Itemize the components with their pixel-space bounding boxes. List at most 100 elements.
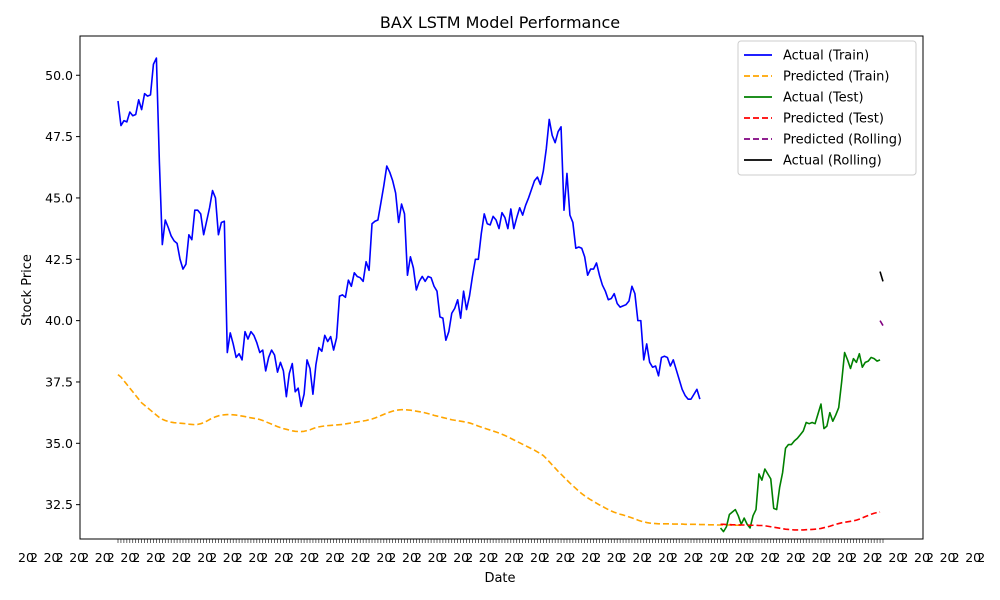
x-tick-label-strip: 20 20 20 20 20 20 20 20 20 20 20 20 20 20 20 20 20 20 20 20…	[18, 550, 985, 565]
y-tick-label: 32.5	[45, 497, 73, 512]
x-tick-label: 2	[824, 550, 832, 565]
y-tick-label: 40.0	[45, 313, 73, 328]
x-tick-label: 2	[158, 550, 166, 565]
series-layer	[117, 57, 884, 533]
x-tick-label: 2	[772, 550, 780, 565]
x-tick-label: 20	[812, 550, 828, 565]
x-tick-label: 2	[926, 550, 934, 565]
x-tick-label: 20	[428, 550, 444, 565]
x-tick-label: 20	[69, 550, 85, 565]
x-tick-label: 20	[581, 550, 597, 565]
y-tick-label: 47.5	[45, 129, 73, 144]
x-tick-label: 20	[325, 550, 341, 565]
x-tick-label: 20	[760, 550, 776, 565]
x-tick-label: 20	[351, 550, 367, 565]
x-tick-label: 2	[235, 550, 243, 565]
x-tick-label: 2	[209, 550, 217, 565]
plot-frame	[79, 35, 924, 540]
x-tick-label: 2	[363, 550, 371, 565]
x-tick-label: 20	[504, 550, 520, 565]
x-tick-label: 20	[863, 550, 879, 565]
x-tick-label: 2	[440, 550, 448, 565]
x-tick-label: 2	[798, 550, 806, 565]
x-tick-label: 20	[402, 550, 418, 565]
series-line-actual-train	[117, 57, 701, 408]
series-line-predicted-train	[117, 373, 742, 527]
legend-label: Actual (Test)	[783, 91, 864, 106]
legend-label: Actual (Rolling)	[783, 154, 882, 169]
x-tick-label: 20	[479, 550, 495, 565]
x-tick-label: 20	[684, 550, 700, 565]
x-tick-label: 20	[223, 550, 239, 565]
x-tick-label: 20	[530, 550, 546, 565]
legend-frame	[737, 40, 917, 176]
x-tick-label: 20	[940, 550, 956, 565]
legend-label: Actual (Train)	[783, 49, 869, 64]
x-tick-label: 20	[632, 550, 648, 565]
x-tick-label: 2	[721, 550, 729, 565]
legend-label: Predicted (Train)	[783, 70, 890, 85]
x-tick-label: 2	[516, 550, 524, 565]
x-tick-label: 2	[696, 550, 704, 565]
x-tick-label: 20	[172, 550, 188, 565]
x-tick-label: 2	[337, 550, 345, 565]
x-tick-label: 2	[542, 550, 550, 565]
chart-title: BAX LSTM Model Performance	[380, 13, 620, 32]
x-tick-label: 2	[56, 550, 64, 565]
x-tick-label: 20	[453, 550, 469, 565]
x-tick-label: 2	[132, 550, 140, 565]
x-tick-label: 20	[709, 550, 725, 565]
x-tick-label: 2	[900, 550, 908, 565]
x-tick-label: 20	[95, 550, 111, 565]
x-tick-label: 2	[414, 550, 422, 565]
x-tick-label: 2	[107, 550, 115, 565]
x-tick-label: 20	[376, 550, 392, 565]
x-tick-label: 2	[81, 550, 89, 565]
x-tick-label: 20	[735, 550, 751, 565]
legend-label: Predicted (Test)	[783, 112, 884, 127]
series-line-predicted-rolling	[879, 320, 884, 326]
x-tick-label: 20	[197, 550, 213, 565]
y-tick-label: 50.0	[45, 68, 73, 83]
series-line-actual-test	[719, 351, 881, 533]
legend: Actual (Train) Predicted (Train) Actual (T…	[737, 40, 917, 176]
x-tick-label: 20	[120, 550, 136, 565]
legend-label: Predicted (Rolling)	[783, 133, 902, 148]
x-tick-label: 2	[952, 550, 960, 565]
x-tick-label: 20	[300, 550, 316, 565]
y-tick-label: 37.5	[45, 374, 73, 389]
x-tick-label: 20	[44, 550, 60, 565]
x-tick-label: 2	[619, 550, 627, 565]
x-tick-label: 20	[965, 550, 981, 565]
x-axis-label: Date	[484, 571, 515, 586]
series-line-actual-rolling	[879, 271, 884, 282]
x-tick-label: 20	[888, 550, 904, 565]
x-tick-label: 2	[747, 550, 755, 565]
y-tick-label: 35.0	[45, 436, 73, 451]
x-tick-label: 2	[312, 550, 320, 565]
x-tick-label: 2	[491, 550, 499, 565]
x-tick-label: 2	[977, 550, 985, 565]
x-tick-label: 2	[260, 550, 268, 565]
x-tick-label: 20	[837, 550, 853, 565]
plot-area: 32.535.037.540.042.545.047.550.0 20 20 20 2…	[18, 35, 985, 565]
y-tick-label: 45.0	[45, 190, 73, 205]
x-tick-label: 2	[875, 550, 883, 565]
x-tick-label: 2	[184, 550, 192, 565]
x-tick-label: 2	[30, 550, 38, 565]
x-tick-label: 20	[274, 550, 290, 565]
x-tick-label: 20	[658, 550, 674, 565]
x-tick-label: 2	[849, 550, 857, 565]
x-tick-label: 2	[388, 550, 396, 565]
x-tick-label: 2	[644, 550, 652, 565]
x-tick-label: 2	[465, 550, 473, 565]
y-axis-ticks: 32.5 35.0 37.5 40.0 42.5 45.0 47.5 50.0	[45, 68, 80, 512]
x-axis-ticks: 20 20 20 20 20 20 20 20 20 20 20 20 20 20 20 20 20 20 20 20…	[18, 539, 985, 565]
x-tick-label: 20	[556, 550, 572, 565]
x-tick-label: 2	[670, 550, 678, 565]
x-tick-label: 2	[593, 550, 601, 565]
x-tick-label: 2	[286, 550, 294, 565]
x-tick-label: 20	[914, 550, 930, 565]
x-tick-label: 20	[248, 550, 264, 565]
